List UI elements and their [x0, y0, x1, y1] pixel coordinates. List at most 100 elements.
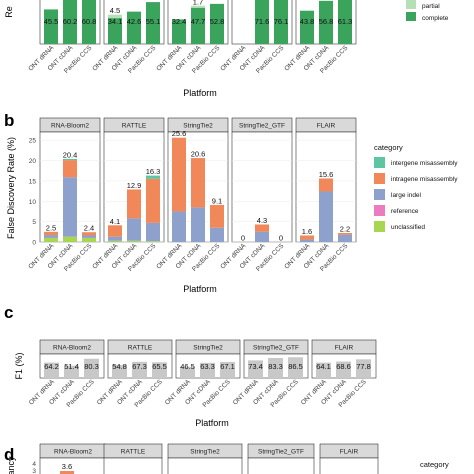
panel-b-bar-segment-large-indel [108, 236, 122, 241]
panel-b-bar-segment-unclassified [44, 237, 58, 242]
panel-a-complete-bar [210, 3, 224, 44]
panel-b-total-label: 25.6 [172, 129, 187, 138]
panel-b-y-tick-label: 20 [29, 158, 37, 165]
panel-c-value-label: 77.8 [356, 362, 371, 371]
panel-b-total-label: 0 [241, 234, 245, 243]
panel-c-value-label: 67.1 [220, 362, 235, 371]
panel-b-bar-segment-intragene-misassembly [319, 178, 333, 192]
panel-a-partial-bar [191, 5, 205, 8]
panel-c-bar [248, 360, 263, 378]
panel-c-bar [268, 358, 283, 378]
panel-b-bar-segment-intragene-misassembly [63, 160, 77, 178]
panel-a-complete-label: 32.4 [172, 17, 187, 26]
panel-b-legend-key [374, 189, 385, 200]
panel-a-complete-bar [44, 9, 58, 45]
panel-b-total-label: 20.6 [191, 150, 206, 159]
panel-c-value-label: 51.4 [64, 362, 79, 371]
panel-b-bar-segment-intragene-misassembly [338, 233, 352, 235]
panel-b-bar-segment-unclassified [82, 237, 96, 242]
panel-b-x-axis-title: Platform [183, 284, 217, 294]
panel-c-value-label: 73.4 [248, 362, 263, 371]
panel-b-bar-segment-large-indel [191, 207, 205, 242]
panel-d-facet-frame [319, 457, 379, 474]
panel-a-complete-bar [300, 10, 314, 45]
panel-b-legend-title: category [374, 143, 403, 152]
panel-b-bar-segment-intragene-misassembly [210, 204, 224, 228]
panel-c-bar [84, 358, 99, 378]
panel-b-bar-segment-intergene-misassembly [63, 158, 77, 161]
panel-b-bar-segment-unclassified [127, 240, 141, 242]
panel-a-complete-bar [146, 2, 160, 44]
panel-a-complete-label: 45.5 [44, 17, 59, 26]
panel-c-bar [356, 359, 371, 378]
panel-b-legend-label: intragene misassembly [391, 176, 458, 183]
panel-b-facet-title: RATTLE [122, 123, 147, 130]
panel-b-total-label: 9.1 [212, 196, 222, 205]
panel-c-x-axis-title: Platform [195, 418, 229, 428]
panel-a-complete-label: 47.7 [191, 17, 206, 26]
panel-d-facet-frame [167, 457, 243, 474]
panel-b-legend-key [374, 205, 385, 216]
panel-c-bar [64, 365, 79, 378]
panel-b-y-tick-label: 15 [29, 178, 37, 185]
panel-c-value-label: 64.1 [316, 362, 331, 371]
panel-b-bar-segment-intragene-misassembly [82, 232, 96, 236]
panel-c-value-label: 64.2 [44, 362, 59, 371]
panel-a-partial-bar [108, 14, 122, 19]
panel-a-partial-label: 1.7 [193, 0, 203, 6]
panel-c-bar [200, 362, 215, 378]
panel-c-bar [288, 357, 303, 378]
panel-b-bar-segment-intragene-misassembly [44, 231, 58, 236]
panel-c-value-label: 67.3 [132, 362, 147, 371]
panel-a-complete-label: 55.1 [146, 17, 161, 26]
panel-b-total-label: 4.3 [257, 216, 267, 225]
panel-d-value-label: 3.6 [62, 462, 72, 471]
panel-b-facet-title: StringTie2_GTF [239, 123, 285, 130]
panel-a-legend-label-partial: partial [422, 3, 440, 10]
panel-c-value-label: 65.5 [152, 362, 167, 371]
panel-c-facet-title: FLAIR [335, 345, 354, 352]
panel-c-bar [112, 364, 127, 378]
panel-c-facet-title: RATTLE [128, 345, 153, 352]
panel-b-y-tick-label: 0 [32, 240, 36, 247]
panel-b-bar-segment-large-indel [300, 239, 314, 242]
panel-b-bar-segment-unclassified [146, 241, 160, 242]
panel-b-bar-segment-intergene-misassembly [146, 175, 160, 179]
panel-c-bar [180, 366, 195, 378]
panel-a-complete-label: 60.2 [63, 17, 78, 26]
panel-b-total-label: 4.1 [110, 217, 120, 226]
panel-b-bar-segment-large-indel [255, 231, 269, 242]
panel-a-complete-label: 71.6 [255, 17, 270, 26]
panel-b-total-label: 2.5 [46, 223, 56, 232]
panel-a-complete-label: 34.1 [108, 17, 123, 26]
panel-b-bar-segment-intragene-misassembly [108, 225, 122, 237]
panel-d-facet-title: RNA-Bloom2 [54, 449, 92, 456]
panel-d-y-tick-label: 3 [32, 468, 36, 474]
panel-c-bar [316, 362, 331, 378]
panel-b-total-label: 15.6 [319, 170, 334, 179]
panel-a-complete-label: 43.8 [300, 17, 315, 26]
panel-a-legend-label-complete: complete [422, 15, 449, 22]
panel-c-value-label: 83.3 [268, 362, 283, 371]
panel-b-bar-segment-large-indel [44, 235, 58, 238]
panel-a-partial-label: 4.5 [110, 6, 120, 15]
panel-a-complete-bar [63, 0, 77, 44]
panel-b-legend-label: unclassified [391, 224, 425, 231]
panel-b-y-tick-label: 5 [32, 219, 36, 226]
panel-b-bar-segment-unclassified [108, 240, 122, 242]
panel-d-y-tick-label: 4 [32, 461, 36, 468]
panel-a-complete-bar [255, 0, 269, 44]
panel-c-bar [220, 361, 235, 378]
panel-d-facet-title: FLAIR [340, 449, 359, 456]
panel-b-bar-segment-unclassified [63, 236, 77, 242]
panel-a-legend-key-partial [406, 0, 416, 9]
panel-a-complete-bar [127, 11, 141, 44]
panel-c-value-label: 68.6 [336, 362, 351, 371]
panel-b-legend-label: intergene misassembly [391, 160, 458, 167]
panel-d-facet-title: RATTLE [121, 449, 146, 456]
panel-c-value-label: 80.3 [84, 362, 99, 371]
panel-d-y-axis-title: ancy [6, 456, 16, 474]
panel-c-facet-title: StringTie2 [193, 345, 223, 352]
panel-b-total-label: 16.3 [146, 167, 161, 176]
